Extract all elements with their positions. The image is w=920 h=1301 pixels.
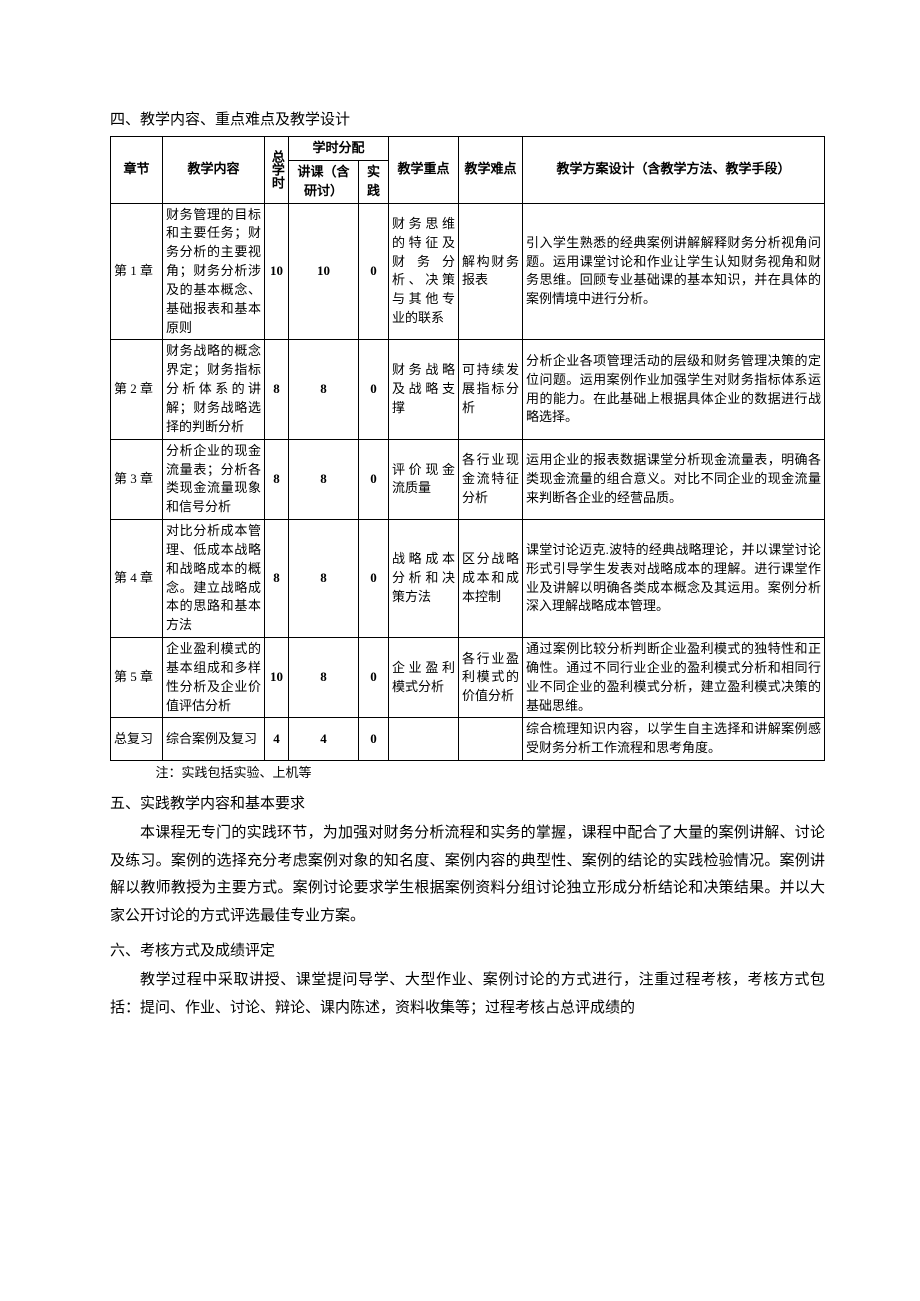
section-5-paragraph: 本课程无专门的实践环节，为加强对财务分析流程和实务的掌握，课程中配合了大量的案例… bbox=[110, 820, 825, 931]
cell-practice: 0 bbox=[359, 439, 389, 519]
cell-difficulty: 各行业现金流特征分析 bbox=[459, 439, 523, 519]
cell-difficulty: 各行业盈利模式的价值分析 bbox=[459, 638, 523, 718]
cell-chapter: 第 3 章 bbox=[111, 439, 163, 519]
section-5-heading: 五、实践教学内容和基本要求 bbox=[110, 792, 825, 816]
curriculum-table: 章节 教学内容 总学时 学时分配 教学重点 教学难点 教学方案设计（含教学方法、… bbox=[110, 136, 825, 761]
header-difficulty: 教学难点 bbox=[459, 137, 523, 204]
cell-practice: 0 bbox=[359, 520, 389, 638]
table-row: 第 3 章分析企业的现金流量表；分析各类现金流量现象和信号分析880评价现金流质… bbox=[111, 439, 825, 519]
cell-chapter: 第 4 章 bbox=[111, 520, 163, 638]
cell-lecture: 8 bbox=[289, 520, 359, 638]
cell-design: 综合梳理知识内容，以学生自主选择和讲解案例感受财务分析工作流程和思考角度。 bbox=[523, 718, 825, 761]
cell-content: 企业盈利模式的基本组成和多样性分析及企业价值评估分析 bbox=[163, 638, 265, 718]
cell-chapter: 第 1 章 bbox=[111, 203, 163, 340]
section-6-heading: 六、考核方式及成绩评定 bbox=[110, 939, 825, 963]
cell-difficulty: 解构财务报表 bbox=[459, 203, 523, 340]
cell-lecture: 8 bbox=[289, 638, 359, 718]
section-4-heading: 四、教学内容、重点难点及教学设计 bbox=[110, 108, 825, 132]
cell-content: 分析企业的现金流量表；分析各类现金流量现象和信号分析 bbox=[163, 439, 265, 519]
table-footnote: 注：实践包括实验、上机等 bbox=[110, 763, 825, 784]
table-header: 章节 教学内容 总学时 学时分配 教学重点 教学难点 教学方案设计（含教学方法、… bbox=[111, 137, 825, 204]
header-chapter: 章节 bbox=[111, 137, 163, 204]
header-lecture: 讲课（含研讨） bbox=[289, 160, 359, 203]
cell-focus bbox=[389, 718, 459, 761]
cell-total-hours: 8 bbox=[265, 439, 289, 519]
cell-chapter: 第 5 章 bbox=[111, 638, 163, 718]
table-row: 第 5 章企业盈利模式的基本组成和多样性分析及企业价值评估分析1080企业盈利模… bbox=[111, 638, 825, 718]
cell-practice: 0 bbox=[359, 340, 389, 439]
cell-focus: 财务战略及战略支撑 bbox=[389, 340, 459, 439]
cell-total-hours: 10 bbox=[265, 203, 289, 340]
cell-difficulty: 区分战略成本和成本控制 bbox=[459, 520, 523, 638]
cell-design: 引入学生熟悉的经典案例讲解解释财务分析视角问题。运用课堂讨论和作业让学生认知财务… bbox=[523, 203, 825, 340]
header-content: 教学内容 bbox=[163, 137, 265, 204]
cell-focus: 评价现金流质量 bbox=[389, 439, 459, 519]
cell-lecture: 8 bbox=[289, 340, 359, 439]
cell-content: 财务战略的概念界定；财务指标分析体系的讲解；财务战略选择的判断分析 bbox=[163, 340, 265, 439]
cell-design: 运用企业的报表数据课堂分析现金流量表，明确各类现金流量的组合意义。对比不同企业的… bbox=[523, 439, 825, 519]
cell-lecture: 10 bbox=[289, 203, 359, 340]
cell-focus: 财务思维的特征及财务分析、决策与其他专业的联系 bbox=[389, 203, 459, 340]
cell-chapter: 总复习 bbox=[111, 718, 163, 761]
cell-practice: 0 bbox=[359, 718, 389, 761]
table-row: 总复习综合案例及复习440综合梳理知识内容，以学生自主选择和讲解案例感受财务分析… bbox=[111, 718, 825, 761]
cell-content: 对比分析成本管理、低成本战略和战略成本的概念。建立战略成本的思路和基本方法 bbox=[163, 520, 265, 638]
cell-content: 综合案例及复习 bbox=[163, 718, 265, 761]
cell-focus: 企业盈利模式分析 bbox=[389, 638, 459, 718]
cell-total-hours: 10 bbox=[265, 638, 289, 718]
cell-content: 财务管理的目标和主要任务；财务分析的主要视角；财务分析涉及的基本概念、基础报表和… bbox=[163, 203, 265, 340]
table-row: 第 2 章财务战略的概念界定；财务指标分析体系的讲解；财务战略选择的判断分析88… bbox=[111, 340, 825, 439]
header-practice: 实践 bbox=[359, 160, 389, 203]
table-body: 第 1 章财务管理的目标和主要任务；财务分析的主要视角；财务分析涉及的基本概念、… bbox=[111, 203, 825, 761]
table-row: 第 4 章对比分析成本管理、低成本战略和战略成本的概念。建立战略成本的思路和基本… bbox=[111, 520, 825, 638]
cell-difficulty: 可持续发展指标分析 bbox=[459, 340, 523, 439]
cell-design: 课堂讨论迈克.波特的经典战略理论，并以课堂讨论形式引导学生发表对战略成本的理解。… bbox=[523, 520, 825, 638]
cell-total-hours: 4 bbox=[265, 718, 289, 761]
cell-focus: 战略成本分析和决策方法 bbox=[389, 520, 459, 638]
cell-design: 分析企业各项管理活动的层级和财务管理决策的定位问题。运用案例作业加强学生对财务指… bbox=[523, 340, 825, 439]
cell-practice: 0 bbox=[359, 203, 389, 340]
table-row: 第 1 章财务管理的目标和主要任务；财务分析的主要视角；财务分析涉及的基本概念、… bbox=[111, 203, 825, 340]
cell-total-hours: 8 bbox=[265, 520, 289, 638]
section-6-paragraph: 教学过程中采取讲授、课堂提问导学、大型作业、案例讨论的方式进行，注重过程考核，考… bbox=[110, 967, 825, 1023]
cell-difficulty bbox=[459, 718, 523, 761]
cell-lecture: 4 bbox=[289, 718, 359, 761]
header-design: 教学方案设计（含教学方法、教学手段） bbox=[523, 137, 825, 204]
header-focus: 教学重点 bbox=[389, 137, 459, 204]
cell-design: 通过案例比较分析判断企业盈利模式的独特性和正确性。通过不同行业企业的盈利模式分析… bbox=[523, 638, 825, 718]
cell-lecture: 8 bbox=[289, 439, 359, 519]
cell-chapter: 第 2 章 bbox=[111, 340, 163, 439]
header-total-hours: 总学时 bbox=[265, 137, 289, 204]
cell-total-hours: 8 bbox=[265, 340, 289, 439]
cell-practice: 0 bbox=[359, 638, 389, 718]
header-hours-allocation: 学时分配 bbox=[289, 137, 389, 161]
